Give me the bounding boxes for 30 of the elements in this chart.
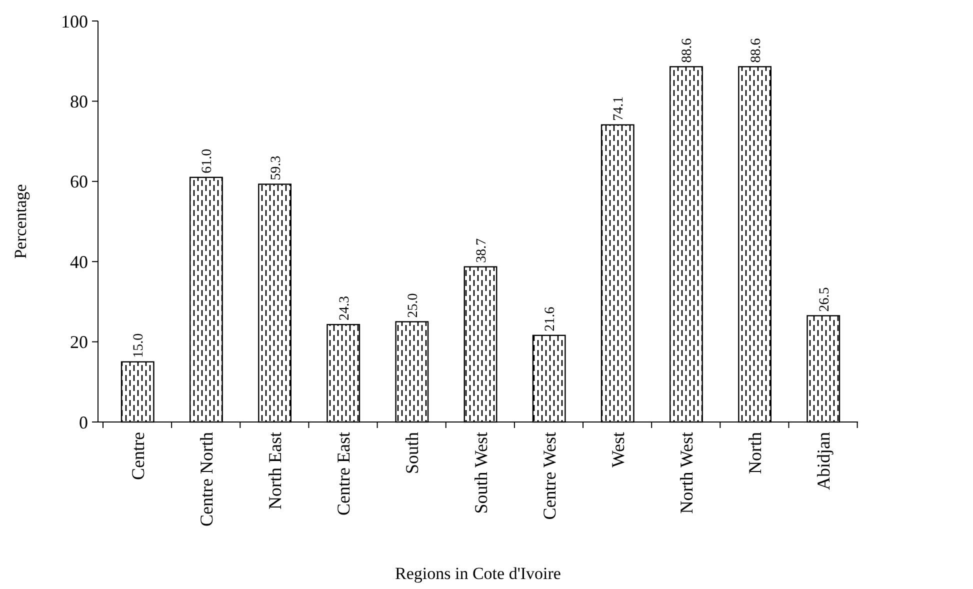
y-tick-label: 60 xyxy=(70,172,88,192)
x-tick-label: Centre West xyxy=(539,432,560,520)
x-tick-label: Centre North xyxy=(196,432,217,526)
x-tick-label: Centre xyxy=(128,432,148,480)
x-tick-label: South xyxy=(402,432,422,474)
data-label: 59.3 xyxy=(268,156,284,180)
y-tick-label: 0 xyxy=(79,412,88,432)
data-label: 24.3 xyxy=(337,296,352,321)
data-label: 15.0 xyxy=(132,333,147,358)
data-label: 21.6 xyxy=(543,306,558,332)
y-tick-label: 40 xyxy=(70,252,88,272)
x-axis-title: Regions in Cote d'Ivoire xyxy=(395,564,561,583)
x-tick-label: West xyxy=(608,432,628,468)
x-tick-label: South West xyxy=(470,432,491,514)
y-tick-label: 20 xyxy=(70,332,88,352)
x-tick-label: North East xyxy=(265,432,286,510)
data-label: 61.0 xyxy=(200,148,216,174)
data-label: 25.0 xyxy=(406,293,421,318)
y-axis-title: Percentage xyxy=(11,184,30,259)
data-label: 26.5 xyxy=(817,287,832,312)
x-tick-label: Centre East xyxy=(334,432,354,516)
data-label: 38.7 xyxy=(474,238,490,263)
data-label: 88.6 xyxy=(748,38,764,63)
y-tick-label: 100 xyxy=(61,11,88,32)
x-tick-label: North xyxy=(745,432,766,474)
x-tick-label: North West xyxy=(676,432,697,514)
data-label: 88.6 xyxy=(680,38,696,63)
x-tick-label: Abidjan xyxy=(814,432,834,490)
y-tick-label: 80 xyxy=(70,92,88,112)
data-label: 74.1 xyxy=(612,96,627,121)
